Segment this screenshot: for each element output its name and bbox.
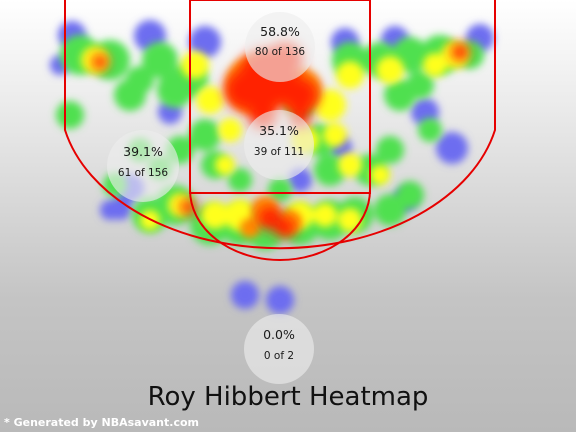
warm-shot-density-blob (215, 155, 235, 175)
cool-shot-density-blob (418, 118, 442, 142)
zone-marker-restricted-area (245, 12, 315, 82)
chart-title: Roy Hibbert Heatmap (147, 382, 429, 412)
cool-shot-density-blob (142, 42, 178, 78)
cool-shot-density-blob (126, 66, 154, 94)
cold-shot-density-blob (189, 26, 221, 58)
cool-shot-density-blob (406, 71, 434, 99)
lane-circle (189, 189, 371, 261)
warm-shot-density-blob (314, 89, 346, 121)
zone-count-paint: 39 of 111 (253, 146, 305, 158)
zone-marker-backcourt (244, 314, 314, 384)
hot-shot-density-blob (92, 54, 108, 70)
zone-count-backcourt: 0 of 2 (263, 350, 295, 362)
cold-shot-density-blob (231, 281, 259, 309)
warm-shot-density-blob (338, 208, 362, 232)
medium-hot-shot-density-blob (240, 218, 260, 238)
three-point-line (64, 0, 496, 250)
hot-shot-density-blob (451, 43, 469, 61)
warm-shot-density-blob (181, 51, 209, 79)
warm-shot-density-blob (376, 56, 404, 84)
warm-shot-density-blob (323, 123, 347, 147)
zone-percentage-backcourt: 0.0% (263, 327, 295, 342)
court-lines (64, 0, 496, 261)
zone-count-mid-range: 61 of 156 (117, 167, 169, 179)
cool-shot-density-blob (268, 178, 292, 202)
warm-shot-density-blob (201, 201, 229, 229)
cold-shot-density-blob (100, 200, 120, 220)
cool-shot-density-blob (56, 101, 84, 129)
paint-lane (189, 0, 371, 194)
cool-shot-density-blob (228, 168, 252, 192)
hot-shot-density-blob (282, 77, 318, 113)
zone-percentage-restricted-area: 58.8% (260, 24, 300, 39)
zone-count-restricted-area: 80 of 136 (254, 46, 306, 58)
hot-shot-density-blob (275, 218, 295, 238)
zone-marker-paint (244, 110, 314, 180)
zone-percentage-mid-range: 39.1% (123, 144, 163, 159)
warm-shot-density-blob (370, 165, 390, 185)
zone-percentage-paint: 35.1% (259, 123, 299, 138)
warm-shot-density-blob (313, 203, 337, 227)
cool-shot-density-blob (396, 181, 424, 209)
hot-shot-density-blob (225, 70, 265, 110)
warm-shot-density-blob (196, 86, 224, 114)
zone-marker-mid-range (107, 130, 179, 202)
warm-shot-density-blob (338, 153, 362, 177)
cool-shot-density-blob (314, 154, 346, 186)
cool-shot-density-blob (376, 136, 404, 164)
cool-shot-density-blob (189, 119, 221, 151)
warm-shot-density-blob (218, 118, 242, 142)
credit-text: * Generated by NBAsavant.com (4, 416, 199, 429)
warm-shot-density-blob (423, 53, 447, 77)
warm-shot-density-blob (336, 61, 364, 89)
cold-shot-density-blob (266, 286, 294, 314)
cold-shot-density-blob (436, 132, 468, 164)
